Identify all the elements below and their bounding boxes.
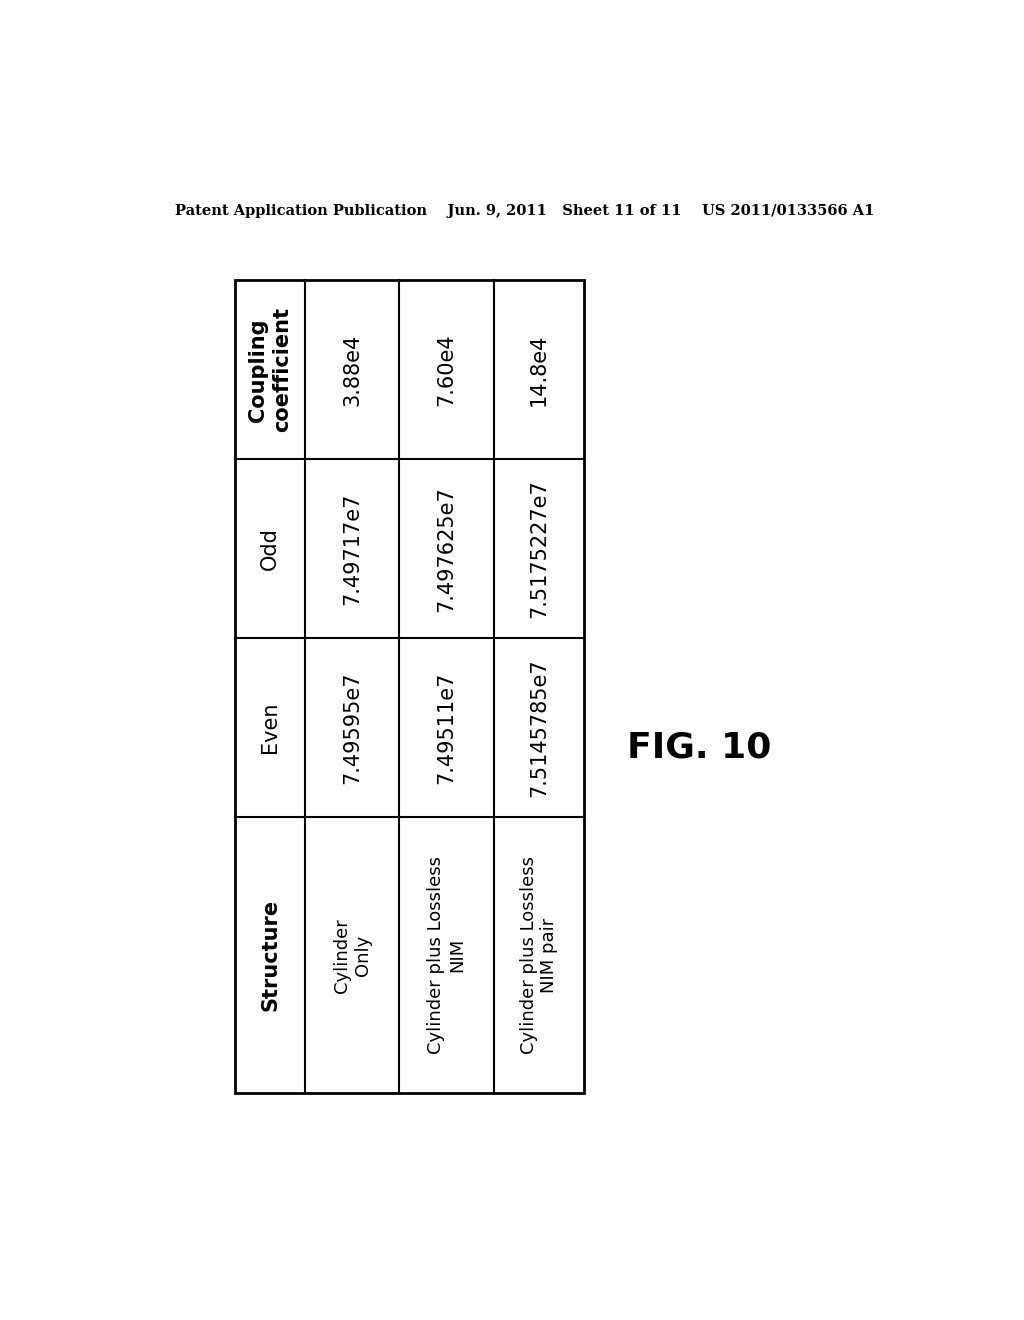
Text: 3.88e4: 3.88e4 <box>342 334 362 407</box>
Text: 7.497625e7: 7.497625e7 <box>436 486 457 611</box>
Text: 7.49595e7: 7.49595e7 <box>342 672 362 784</box>
Bar <box>236 280 585 1093</box>
Text: Cylinder plus Lossless
NIM: Cylinder plus Lossless NIM <box>427 857 466 1055</box>
Text: Cylinder plus Lossless
NIM pair: Cylinder plus Lossless NIM pair <box>519 857 558 1055</box>
Text: Structure: Structure <box>260 899 280 1011</box>
Text: 7.49717e7: 7.49717e7 <box>342 492 362 605</box>
Text: Odd: Odd <box>260 527 280 570</box>
Text: 7.5145785e7: 7.5145785e7 <box>529 659 549 797</box>
Text: FIG. 10: FIG. 10 <box>628 731 771 764</box>
Text: 7.60e4: 7.60e4 <box>436 334 457 407</box>
Text: Patent Application Publication    Jun. 9, 2011   Sheet 11 of 11    US 2011/01335: Patent Application Publication Jun. 9, 2… <box>175 205 874 218</box>
Text: 7.49511e7: 7.49511e7 <box>436 672 457 784</box>
Text: Even: Even <box>260 702 280 754</box>
Text: Coupling
coefficient: Coupling coefficient <box>249 308 292 433</box>
Text: 14.8e4: 14.8e4 <box>529 334 549 407</box>
Text: Cylinder
Only: Cylinder Only <box>333 917 372 993</box>
Text: 7.5175227e7: 7.5175227e7 <box>529 479 549 618</box>
